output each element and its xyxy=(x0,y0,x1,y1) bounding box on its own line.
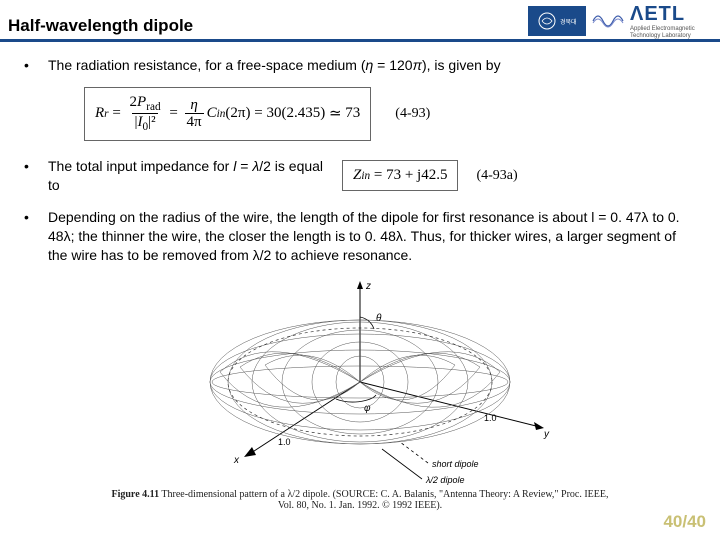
eq1-lhs-sub: r xyxy=(104,108,108,120)
bullet-2-text: The total input impedance for l = λ/2 is… xyxy=(48,157,324,195)
org-logo-box: 경북대 xyxy=(528,6,586,36)
radiation-pattern-figure: z y x θ φ xyxy=(160,277,560,487)
axis-y: y xyxy=(543,429,550,440)
axis-theta: θ xyxy=(376,313,382,324)
eq2-lhs-sub: in xyxy=(361,170,370,182)
legend-half: λ/2 dipole xyxy=(425,475,464,485)
legend-short: short dipole xyxy=(432,459,479,469)
slide-body: • The radiation resistance, for a free-s… xyxy=(0,42,720,511)
axis-x: x xyxy=(233,455,240,466)
eq1-v2: 73 xyxy=(345,105,360,122)
aetl-mark: ΛETL xyxy=(630,3,695,26)
bullet-2: • The total input impedance for l = λ/2 … xyxy=(24,157,324,195)
page-number: 40/40 xyxy=(663,512,706,532)
eq2-lhs: Z xyxy=(353,167,361,184)
bullet-1-text: The radiation resistance, for a free-spa… xyxy=(48,56,696,75)
b1-pre: The radiation resistance, for a free-spa… xyxy=(48,57,365,73)
page-title: Half-wavelength dipole xyxy=(8,16,528,36)
f2n: η xyxy=(188,97,199,114)
bullet-marker-3: • xyxy=(24,208,48,265)
torus-svg: z y x θ φ xyxy=(160,277,560,487)
b2-pre: The total input impedance for xyxy=(48,158,233,174)
fig-cap-rest: Three-dimensional pattern of a λ/2 dipol… xyxy=(159,489,608,511)
f1n-sym: P xyxy=(137,94,146,110)
f1d-post: |² xyxy=(148,114,156,130)
fig-cap-bold: Figure 4.11 xyxy=(111,489,159,500)
b1-mid: = 120 xyxy=(373,57,412,73)
bullet-marker-2: • xyxy=(24,157,48,195)
cin-arg: (2π) xyxy=(225,105,250,122)
eq1-lhs: R xyxy=(95,105,104,122)
bullet-marker: • xyxy=(24,56,48,75)
cin-sub: in xyxy=(217,108,226,120)
aetl-logo: ΛETL Applied Electromagnetic Technology … xyxy=(592,6,712,36)
f1n-pre: 2 xyxy=(130,94,138,110)
aetl-sub1: Applied Electromagnetic xyxy=(630,26,695,33)
equation-2: Zin = 73 + j42.5 xyxy=(342,160,458,191)
eq1-v1: 30(2.435) xyxy=(266,105,325,122)
wave-icon xyxy=(592,8,626,34)
axis-phi: φ xyxy=(364,403,371,414)
equation-1-block: Rr = 2Prad |I0|² = η 4π Cin(2π) = 30(2.4… xyxy=(84,87,696,141)
org-logo-icon: 경북대 xyxy=(536,10,578,32)
svg-text:경북대: 경북대 xyxy=(560,18,577,26)
row-2: • The total input impedance for l = λ/2 … xyxy=(24,157,696,195)
cin: C xyxy=(207,105,217,122)
eq1-frac2: η 4π xyxy=(185,97,204,131)
tick-left: 1.0 xyxy=(278,437,291,447)
f2d: 4π xyxy=(185,113,204,131)
eq1-frac1: 2Prad |I0|² xyxy=(128,94,163,134)
bullet-1: • The radiation resistance, for a free-s… xyxy=(24,56,696,75)
f1n-sub: rad xyxy=(146,101,160,113)
b1-post: ), is given by xyxy=(422,57,501,73)
eq2-number: (4-93a) xyxy=(476,168,517,184)
axis-z: z xyxy=(365,281,371,292)
tick-right: 1.0 xyxy=(484,413,497,423)
b2-mid: = xyxy=(236,158,252,174)
eq1-number: (4-93) xyxy=(395,106,430,122)
figure-caption: Figure 4.11 Three-dimensional pattern of… xyxy=(110,489,610,511)
slide-header: Half-wavelength dipole 경북대 ΛETL Applied … xyxy=(0,0,720,42)
aetl-sub2: Technology Laboratory xyxy=(630,33,695,40)
bullet-3: • Depending on the radius of the wire, t… xyxy=(24,208,696,265)
logo-group: 경북대 ΛETL Applied Electromagnetic Technol… xyxy=(528,6,712,36)
equation-1: Rr = 2Prad |I0|² = η 4π Cin(2π) = 30(2.4… xyxy=(84,87,371,141)
bullet-3-text: Depending on the radius of the wire, the… xyxy=(48,208,696,265)
b1-sym2: π xyxy=(413,57,422,73)
eq2-rhs: 73 + j42.5 xyxy=(386,167,447,184)
